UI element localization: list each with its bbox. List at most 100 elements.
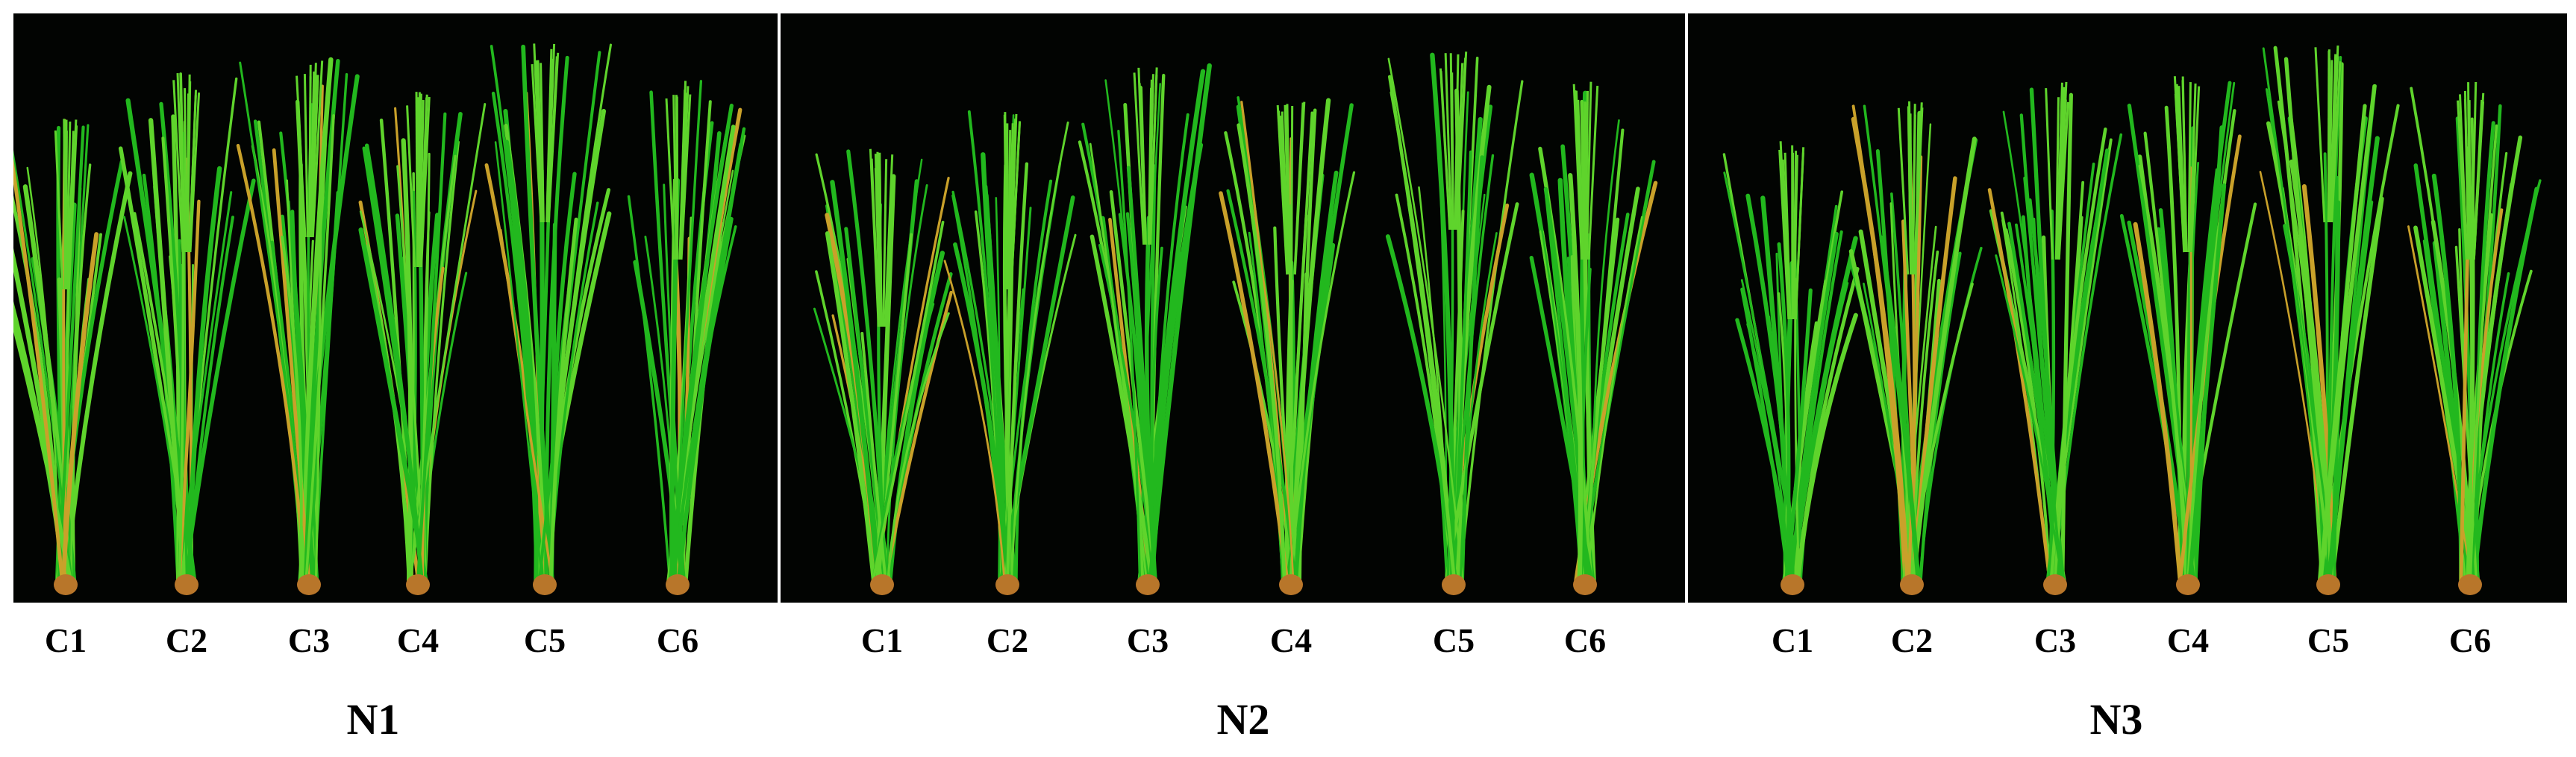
rice-plant bbox=[236, 57, 360, 595]
cultivar-label: C6 bbox=[2448, 621, 2492, 659]
panicle bbox=[678, 101, 687, 260]
stem-base bbox=[1573, 574, 1597, 595]
leaf-blade bbox=[178, 199, 201, 582]
leaf-blade bbox=[825, 231, 876, 582]
panicle bbox=[1009, 113, 1018, 290]
leaf-blade bbox=[1777, 242, 1791, 582]
leaf-blade bbox=[364, 143, 424, 582]
leaf-blade bbox=[1226, 189, 1297, 582]
leaf-blade bbox=[887, 312, 950, 582]
rice-plant bbox=[1219, 96, 1356, 595]
panicle bbox=[172, 80, 184, 253]
leaf-blade bbox=[1293, 170, 1339, 582]
stem-base bbox=[1279, 574, 1303, 595]
leaf-blade bbox=[1723, 172, 1801, 582]
leaf-blade bbox=[1151, 113, 1189, 582]
panicle bbox=[66, 121, 72, 290]
cultivar-label: C4 bbox=[2166, 621, 2210, 659]
stem-base bbox=[2316, 574, 2340, 595]
rice-plant bbox=[358, 92, 487, 595]
cultivar-label: C5 bbox=[1432, 621, 1475, 659]
leaf-blade bbox=[668, 257, 710, 582]
rice-plants-n2 bbox=[813, 51, 1658, 595]
cultivar-label: C4 bbox=[1269, 621, 1313, 659]
leaf-blade bbox=[1219, 191, 1289, 582]
leaf-blade bbox=[943, 260, 1006, 582]
leaf-blade bbox=[967, 110, 1004, 582]
leaf-blade bbox=[2330, 196, 2384, 582]
panicle bbox=[2463, 90, 2470, 260]
panicle bbox=[2178, 86, 2186, 253]
panicle bbox=[547, 56, 558, 223]
panicle bbox=[1454, 54, 1460, 230]
leaf-blade bbox=[872, 220, 945, 582]
leaf-blade bbox=[1910, 136, 1977, 582]
leaf-blade bbox=[1117, 129, 1142, 582]
panicle bbox=[2045, 88, 2054, 260]
rice-plant bbox=[1078, 63, 1212, 595]
panicle bbox=[884, 154, 894, 327]
panicle bbox=[54, 130, 64, 290]
panicle bbox=[1148, 74, 1154, 245]
leaf-blade bbox=[304, 114, 335, 582]
leaf-blade bbox=[1459, 232, 1498, 582]
panicle bbox=[2467, 82, 2471, 260]
leaf-blade bbox=[1148, 63, 1212, 583]
rice-plant bbox=[13, 119, 133, 595]
leaf-blade bbox=[2158, 208, 2185, 582]
panicle bbox=[1783, 152, 1792, 320]
stem-base bbox=[1136, 574, 1160, 595]
rice-plant bbox=[2259, 45, 2400, 595]
panicle bbox=[186, 81, 192, 253]
leaf-blade bbox=[1582, 128, 1625, 582]
panicle bbox=[1587, 86, 1599, 260]
stem-base bbox=[1781, 574, 1804, 595]
rice-plant bbox=[1385, 51, 1524, 595]
panicle bbox=[420, 97, 431, 268]
panicle bbox=[1456, 62, 1466, 230]
panel-divider bbox=[1685, 13, 1688, 603]
leaf-blade bbox=[1879, 235, 1921, 583]
stem-base bbox=[2458, 574, 2482, 595]
cultivar-label: C2 bbox=[986, 621, 1029, 659]
leaf-blade bbox=[1851, 116, 1910, 582]
leaf-blade bbox=[13, 158, 64, 582]
leaf-blade bbox=[301, 57, 334, 583]
panicle bbox=[1575, 90, 1584, 260]
leaf-blade bbox=[281, 235, 303, 582]
leaf-blade bbox=[548, 217, 578, 582]
panicle bbox=[2057, 101, 2069, 260]
panicle bbox=[176, 73, 185, 253]
panicle bbox=[2057, 102, 2067, 260]
cultivar-label: C6 bbox=[1563, 621, 1607, 659]
group-label-n3: N3 bbox=[2089, 695, 2143, 744]
leaf-blade bbox=[676, 142, 743, 582]
leaf-blade bbox=[1387, 57, 1464, 582]
panicle bbox=[1010, 132, 1021, 290]
leaf-blade bbox=[57, 125, 85, 582]
panicle bbox=[303, 74, 309, 238]
leaf-blade bbox=[1237, 123, 1287, 582]
panicle bbox=[665, 98, 676, 260]
leaf-blade bbox=[1444, 202, 1519, 582]
panicle bbox=[1278, 115, 1289, 275]
panicle bbox=[870, 158, 881, 327]
cultivar-label: C1 bbox=[1771, 621, 1814, 659]
stem-base bbox=[297, 574, 321, 595]
leaf-blade bbox=[1543, 186, 1590, 582]
leaf-blade bbox=[627, 195, 672, 582]
leaf-blade bbox=[886, 183, 928, 582]
panicle bbox=[1293, 102, 1304, 275]
panicle bbox=[309, 71, 316, 238]
cultivar-label: C5 bbox=[2307, 621, 2350, 659]
leaf-blade bbox=[494, 141, 543, 582]
leaf-blade bbox=[1090, 234, 1154, 582]
cultivar-label: C5 bbox=[523, 621, 566, 659]
leaf-blade bbox=[2178, 134, 2242, 582]
panicle bbox=[66, 131, 75, 290]
panicle bbox=[1286, 104, 1291, 275]
cultivar-label: C3 bbox=[1126, 621, 1169, 659]
rice-plant bbox=[2119, 76, 2257, 595]
panicle bbox=[416, 109, 419, 268]
leaf-blade bbox=[148, 118, 187, 583]
